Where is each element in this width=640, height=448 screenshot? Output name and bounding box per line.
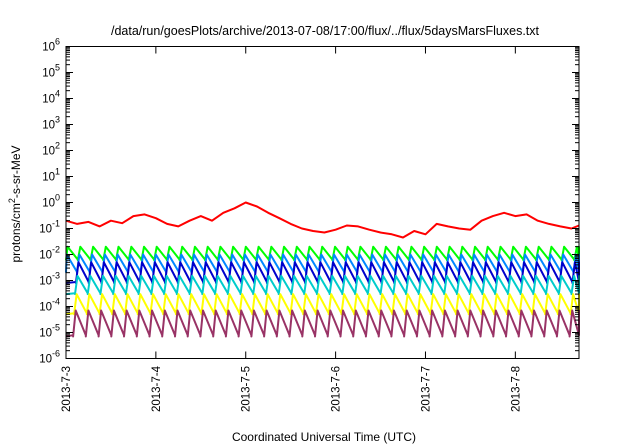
y-tick-label: 10-2 [39, 245, 60, 262]
x-axis-ticks: 2013-7-3 2013-7-4 2013-7-5 2013-7-6 2013-7-7… [61, 46, 522, 412]
chart-title: /data/run/goesPlots/archive/2013-07-08/1… [111, 24, 540, 38]
plot-frame [65, 46, 580, 359]
x-tick-label: 2013-7-8 [510, 366, 522, 412]
y-tick-label: 105 [42, 63, 60, 80]
flux-series-line [65, 274, 580, 296]
y-tick-label: 102 [42, 141, 60, 158]
x-tick-label: 2013-7-6 [331, 366, 343, 412]
flux-series-line [65, 293, 580, 316]
y-tick-label: 103 [42, 115, 60, 132]
y-tick-label: 10-5 [39, 323, 60, 340]
y-tick-label: 10-4 [39, 297, 60, 314]
flux-series-line [65, 309, 580, 338]
x-tick-label: 2013-7-7 [420, 366, 432, 412]
series-layer [65, 201, 580, 338]
y-tick-label: 10-6 [39, 349, 60, 366]
x-tick-label: 2013-7-5 [241, 366, 253, 412]
y-tick-label: 104 [42, 89, 60, 106]
y-axis-label: protons/cm2-s-sr-MeV [7, 145, 23, 262]
y-tick-label: 100 [42, 193, 60, 210]
x-tick-label: 2013-7-4 [151, 365, 163, 412]
y-tick-label: 10-3 [39, 271, 60, 288]
y-tick-label: 106 [42, 37, 60, 54]
y-tick-label: 10-1 [39, 219, 60, 236]
x-tick-label: 2013-7-3 [61, 366, 73, 412]
flux-series-line [65, 201, 580, 239]
y-axis-ticks: 10-6 10-5 10-4 10-3 10-2 10-1 100 101 102 103 104 1… [39, 37, 579, 366]
x-axis-label: Coordinated Universal Time (UTC) [232, 430, 416, 444]
y-tick-label: 101 [42, 167, 60, 184]
